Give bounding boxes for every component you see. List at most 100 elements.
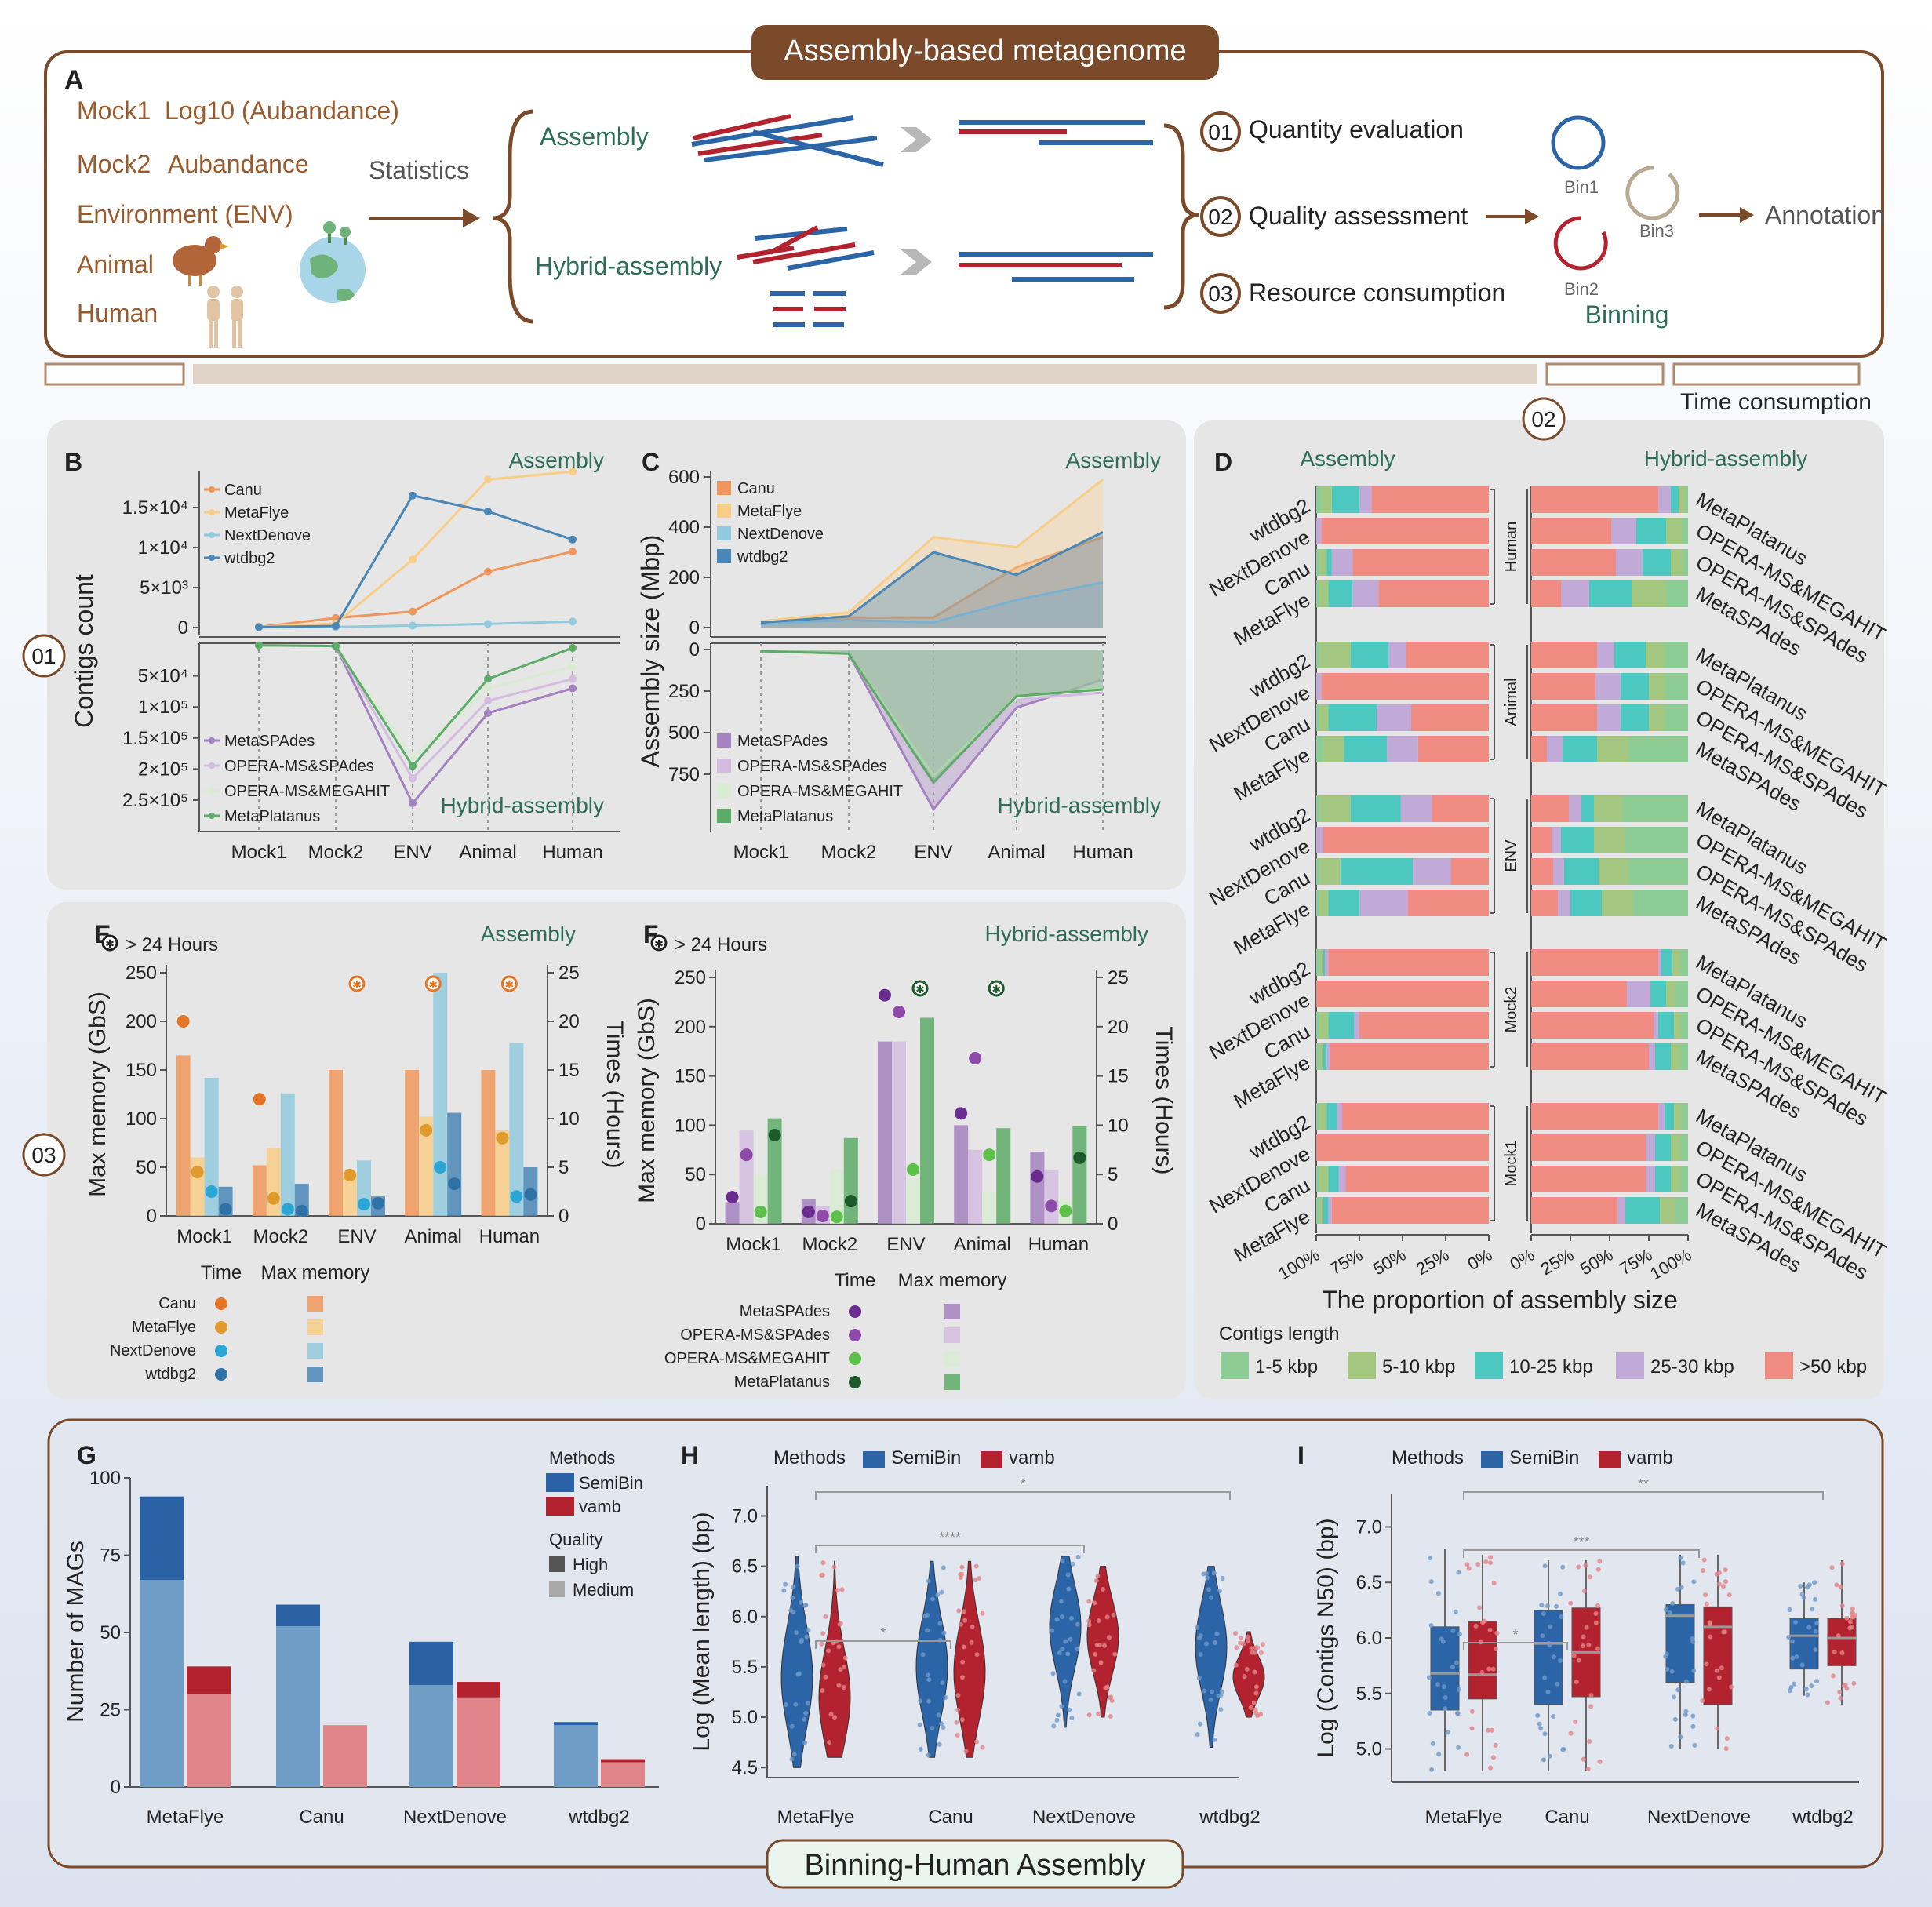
I-semibin-jitter-point (1805, 1692, 1810, 1698)
bin2-circle (1553, 216, 1608, 271)
H-vamb-jitter-point (836, 1644, 842, 1650)
d-assembly-segment (1316, 642, 1320, 668)
H-semibin-jitter-point (1204, 1641, 1210, 1647)
F-memory-bar (1072, 1126, 1087, 1224)
H-semibin-jitter-point (930, 1596, 936, 1602)
F-time-point (879, 988, 891, 1002)
H-semibin-jitter-point (1195, 1732, 1200, 1738)
d-hybrid-segment (1595, 673, 1621, 700)
bin2-label: Bin2 (1564, 279, 1599, 299)
H-vamb-jitter-point (1086, 1599, 1092, 1604)
H-semibin-jitter-point (795, 1672, 801, 1677)
d-group-label: ENV (1503, 839, 1520, 872)
I-y-axis-title: Log (Contigs N50) (bp) (1313, 1518, 1339, 1757)
F-time-point (955, 1107, 968, 1120)
F-time-point (754, 1205, 767, 1218)
I-vamb-jitter-point (1494, 1630, 1500, 1636)
H-semibin-jitter-point (790, 1596, 795, 1601)
c-top-line-metaflye (760, 479, 1104, 623)
I-vamb-jitter-point (1853, 1613, 1858, 1618)
H-semibin-jitter-point (1205, 1575, 1210, 1581)
d-hybrid-segment (1655, 1134, 1671, 1161)
I-semibin-jitter-point (1450, 1664, 1455, 1669)
H-vamb-jitter-point (959, 1675, 965, 1680)
b-legend-dot (209, 813, 215, 819)
I-semibin-jitter-point (1813, 1647, 1818, 1653)
F-memory-bar (829, 1169, 844, 1224)
b-top-tick-label: 1.5×10⁴ (122, 497, 188, 519)
d-hybrid-segment (1531, 580, 1561, 607)
b-bottom-point (569, 675, 577, 683)
H-vamb-jitter-point (974, 1739, 980, 1745)
d-assembly-segment (1326, 549, 1332, 576)
assembly-reads-illustration (691, 114, 1153, 167)
d-hybrid-segment (1650, 981, 1666, 1007)
I-semibin-jitter-point (1545, 1603, 1550, 1609)
b-bottom-tick-label: 1×10⁵ (138, 697, 188, 718)
H-y-tick-label: 6.0 (732, 1607, 758, 1628)
H-significance-bracket (815, 1491, 1231, 1500)
E-over-24h-marker (348, 975, 366, 992)
H-semibin-jitter-point (940, 1680, 945, 1686)
I-semibin-jitter-point (1786, 1634, 1792, 1640)
H-vamb-jitter-point (973, 1578, 978, 1583)
I-semibin-jitter-point (1675, 1586, 1680, 1592)
binning-label: Binning (1585, 300, 1669, 329)
d-assembly-segment (1450, 858, 1489, 885)
H-vamb-jitter-point (955, 1733, 960, 1738)
H-vamb-jitter-point (1258, 1650, 1264, 1655)
d-hybrid-segment (1628, 858, 1688, 885)
I-y-tick-label: 5.5 (1356, 1683, 1382, 1705)
time-consumption-label: Time consumption (1680, 389, 1872, 415)
F-right-tick-label: 10 (1108, 1115, 1129, 1136)
g-x-tick-label: MetaFlye (147, 1807, 224, 1828)
I-vamb-jitter-point (1844, 1686, 1850, 1691)
d-group-label: Animal (1503, 678, 1520, 726)
statistics-arrow-head (463, 209, 480, 227)
H-semibin-jitter-point (935, 1592, 941, 1598)
H-semibin-jitter-point (1211, 1570, 1217, 1576)
F-legend-label: OPERA-MS&SPAdes (680, 1327, 830, 1344)
H-vamb-jitter-point (1101, 1586, 1106, 1592)
d-hybrid-segment (1666, 518, 1682, 544)
star-note-f: > 24 Hours (675, 934, 767, 955)
g-y-tick-label: 50 (100, 1622, 121, 1643)
F-time-point (1059, 1204, 1072, 1217)
d-legend-label: 25-30 kbp (1650, 1356, 1734, 1377)
c-legend-label: MetaFlye (737, 503, 802, 520)
I-x-tick-label: Canu (1545, 1807, 1589, 1828)
I-semibin-jitter-point (1667, 1610, 1672, 1616)
d-hybrid-segment (1675, 981, 1688, 1007)
I-semibin-jitter-point (1678, 1734, 1683, 1740)
d-legend-swatch (1765, 1352, 1793, 1379)
I-x-tick-label: MetaFlye (1425, 1807, 1503, 1828)
F-x-tick-label: Human (1028, 1234, 1089, 1255)
E-memory-bar (329, 1070, 343, 1216)
b-top-point (332, 613, 340, 622)
E-x-tick-label: Mock1 (176, 1226, 232, 1247)
F-over-24h-marker (911, 980, 929, 997)
d-hybrid-segment (1665, 1103, 1674, 1130)
H-y-tick-label: 6.5 (732, 1556, 758, 1578)
right-brace (1163, 123, 1199, 310)
d-assembly-segment (1321, 518, 1489, 544)
g-y-tick-label: 25 (100, 1700, 121, 1721)
H-vamb-jitter-point (820, 1560, 826, 1566)
H-semibin-jitter-point (1059, 1703, 1064, 1709)
F-over-24h-marker-glyph: ✱ (991, 983, 1001, 995)
d-hybrid-segment (1660, 1197, 1675, 1224)
I-semibin-jitter-point (1456, 1745, 1461, 1750)
H-vamb-violin (953, 1560, 986, 1758)
d-hybrid-segment (1531, 1012, 1654, 1039)
bin3-label: Bin3 (1639, 221, 1674, 241)
d-hybrid-segment (1617, 1197, 1625, 1224)
H-semibin-jitter-point (937, 1621, 943, 1626)
H-semibin-jitter-point (1208, 1697, 1213, 1702)
c-x-tick-label: Animal (988, 842, 1045, 863)
d-assembly-segment (1326, 1043, 1330, 1070)
H-vamb-jitter-point (837, 1621, 842, 1627)
I-semibin-jitter-point (1814, 1621, 1820, 1626)
d-assembly-segment (1344, 736, 1388, 762)
I-semibin-jitter-point (1427, 1675, 1432, 1680)
I-vamb-jitter-point (1583, 1563, 1588, 1568)
